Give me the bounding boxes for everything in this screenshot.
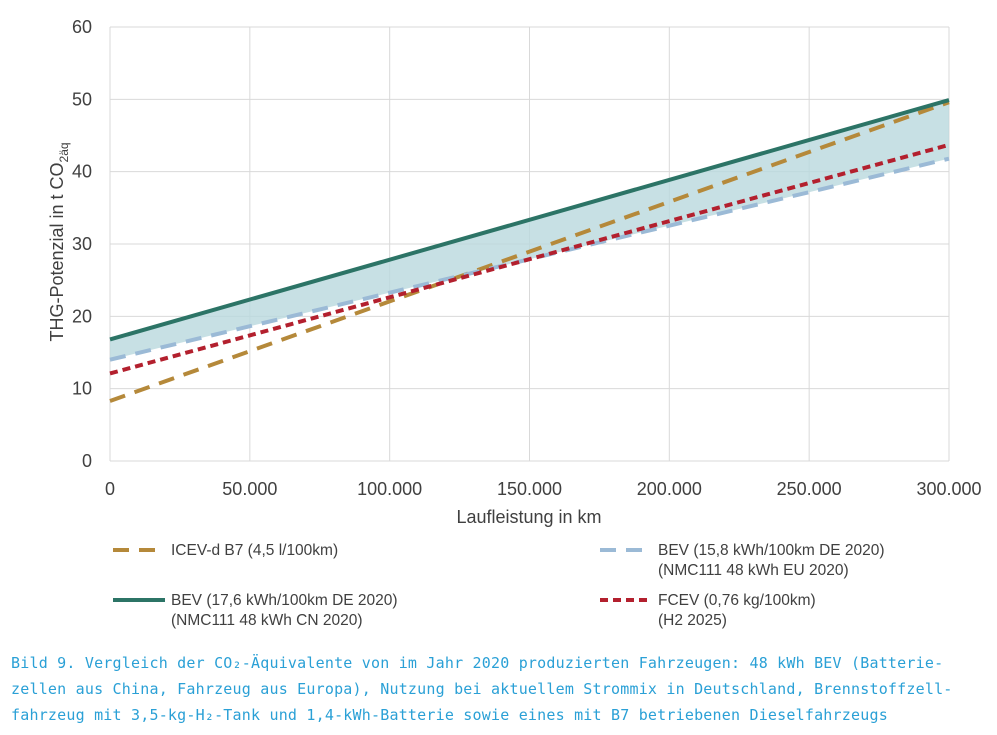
- x-tick-labels: 0 50.000 100.000 150.000 200.000 250.000 300.0…: [105, 479, 982, 499]
- series-line-icev: [109, 100, 950, 403]
- legend-label-line2: (H2 2025): [658, 612, 727, 629]
- legend-label: BEV (15,8 kWh/100km DE 2020): [658, 542, 885, 559]
- legend-label-line2: (NMC111 48 kWh EU 2020): [658, 562, 849, 579]
- y-tick-label: 50: [72, 89, 92, 109]
- y-tick-labels: 0 10 20 30 40 50 60: [72, 17, 92, 471]
- shaded-band: [110, 100, 949, 360]
- x-tick-label: 300.000: [916, 479, 981, 499]
- x-tick-label: 0: [105, 479, 115, 499]
- y-axis-title: THG-Potenzial in t CO2äq: [47, 142, 71, 341]
- x-tick-label: 200.000: [637, 479, 702, 499]
- y-tick-label: 40: [72, 162, 92, 182]
- legend-label: FCEV (0,76 kg/100km): [658, 592, 816, 609]
- caption-line-1: Bild 9. Vergleich der CO₂-Äquivalente vo…: [11, 654, 944, 672]
- x-tick-label: 250.000: [777, 479, 842, 499]
- figure-caption: Bild 9. Vergleich der CO₂-Äquivalente vo…: [11, 650, 991, 728]
- y-tick-label: 10: [72, 379, 92, 399]
- series-line-bev-cn: [109, 98, 950, 342]
- x-tick-label: 100.000: [357, 479, 422, 499]
- y-tick-label: 30: [72, 234, 92, 254]
- x-tick-label: 50.000: [222, 479, 277, 499]
- y-axis-title-sub: 2äq: [57, 142, 71, 162]
- x-tick-label: 150.000: [497, 479, 562, 499]
- y-tick-label: 20: [72, 306, 92, 326]
- caption-line-2: zellen aus China, Fahrzeug aus Europa), …: [11, 680, 953, 698]
- series-line-fcev: [109, 142, 950, 376]
- legend-label-line2: (NMC111 48 kWh CN 2020): [171, 612, 363, 629]
- x-axis-title: Laufleistung in km: [456, 507, 601, 527]
- y-tick-label: 0: [82, 451, 92, 471]
- caption-line-3: fahrzeug mit 3,5-kg-H₂-Tank und 1,4-kWh-…: [11, 706, 888, 724]
- y-tick-label: 60: [72, 17, 92, 37]
- series-lines: [109, 98, 950, 403]
- chart: 0 10 20 30 40 50 60 0 50.000 100.000 150.000 200.0…: [47, 17, 982, 629]
- legend: ICEV-d B7 (4,5 l/100km) BEV (15,8 kWh/100…: [113, 542, 885, 629]
- legend-label: BEV (17,6 kWh/100km DE 2020): [171, 592, 398, 609]
- y-axis-title-main: THG-Potenzial in t CO: [47, 162, 67, 341]
- legend-label: ICEV-d B7 (4,5 l/100km): [171, 542, 338, 559]
